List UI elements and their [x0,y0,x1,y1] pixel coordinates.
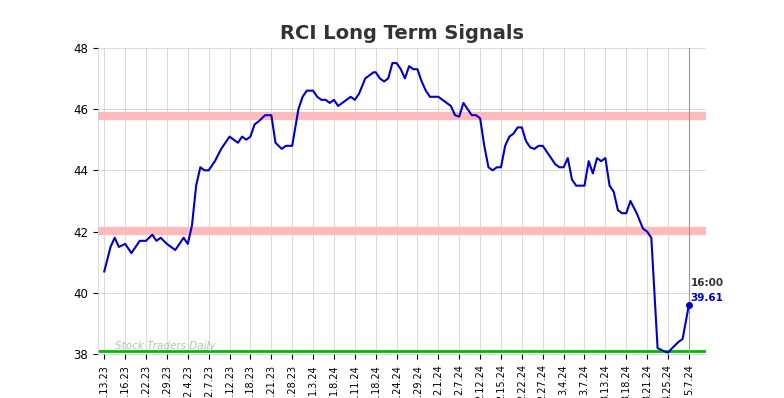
Text: 39.61: 39.61 [691,293,724,303]
Text: 16:00: 16:00 [691,278,724,288]
Title: RCI Long Term Signals: RCI Long Term Signals [280,24,524,43]
Text: Stock Traders Daily: Stock Traders Daily [114,341,215,351]
